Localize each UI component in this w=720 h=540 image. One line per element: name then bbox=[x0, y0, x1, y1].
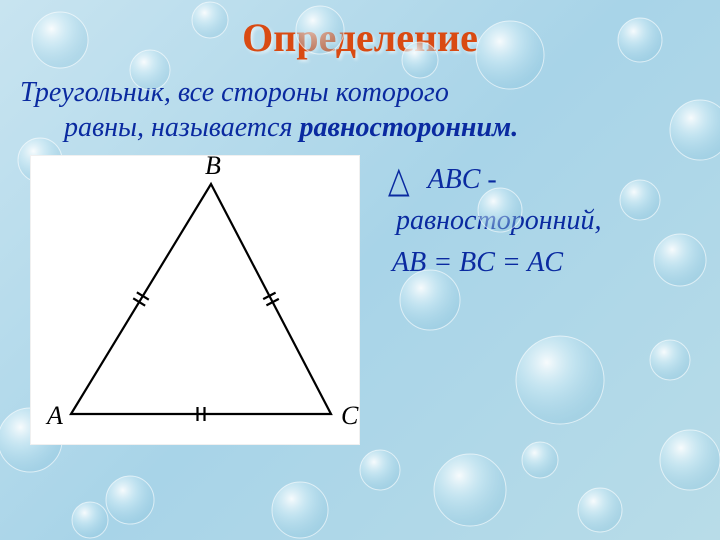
definition-line2: равны, называется равносторонним. bbox=[20, 110, 684, 145]
definition-line1: Треугольник, все стороны которого bbox=[20, 75, 684, 110]
triangle-type-line: равносторонний, bbox=[388, 201, 601, 242]
svg-text:C: C bbox=[341, 401, 359, 430]
triangle-figure: A B C bbox=[30, 155, 360, 445]
triangle-abc-label: ABC - bbox=[428, 164, 497, 195]
svg-text:B: B bbox=[205, 156, 221, 180]
slide: Определение Треугольник, все стороны кот… bbox=[0, 0, 720, 540]
definition-line2-prefix: равны, называется bbox=[64, 112, 299, 143]
content-row: ABC △ABC - равносторонний, AB = BC = AC bbox=[0, 151, 720, 445]
triangle-name-line: △ABC - bbox=[388, 159, 601, 201]
side-text: △ABC - равносторонний, AB = BC = AC bbox=[360, 155, 601, 284]
svg-text:A: A bbox=[45, 401, 63, 430]
triangle-svg: A B C bbox=[31, 156, 361, 446]
triangle-equality-line: AB = BC = AC bbox=[388, 241, 601, 284]
definition-line2-bold: равносторонним. bbox=[299, 112, 518, 143]
triangle-icon: △ bbox=[388, 154, 410, 207]
definition-text: Треугольник, все стороны которого равны,… bbox=[0, 61, 720, 151]
slide-title: Определение bbox=[0, 0, 720, 61]
